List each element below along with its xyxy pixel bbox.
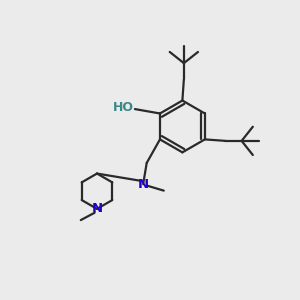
Text: HO: HO	[112, 101, 134, 114]
Text: N: N	[138, 178, 149, 191]
Text: N: N	[92, 202, 103, 215]
